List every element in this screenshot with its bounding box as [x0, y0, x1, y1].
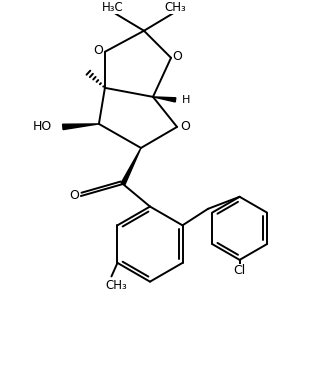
Polygon shape: [63, 124, 99, 130]
Text: O: O: [181, 120, 190, 134]
Text: H: H: [182, 95, 190, 106]
Text: O: O: [173, 50, 183, 63]
Text: Cl: Cl: [233, 265, 246, 277]
Text: H₃C: H₃C: [101, 1, 123, 14]
Polygon shape: [121, 148, 141, 185]
Text: O: O: [69, 189, 79, 202]
Text: O: O: [93, 44, 103, 57]
Text: CH₃: CH₃: [165, 1, 186, 14]
Text: HO: HO: [33, 120, 52, 133]
Text: CH₃: CH₃: [105, 279, 127, 292]
Polygon shape: [153, 97, 176, 102]
